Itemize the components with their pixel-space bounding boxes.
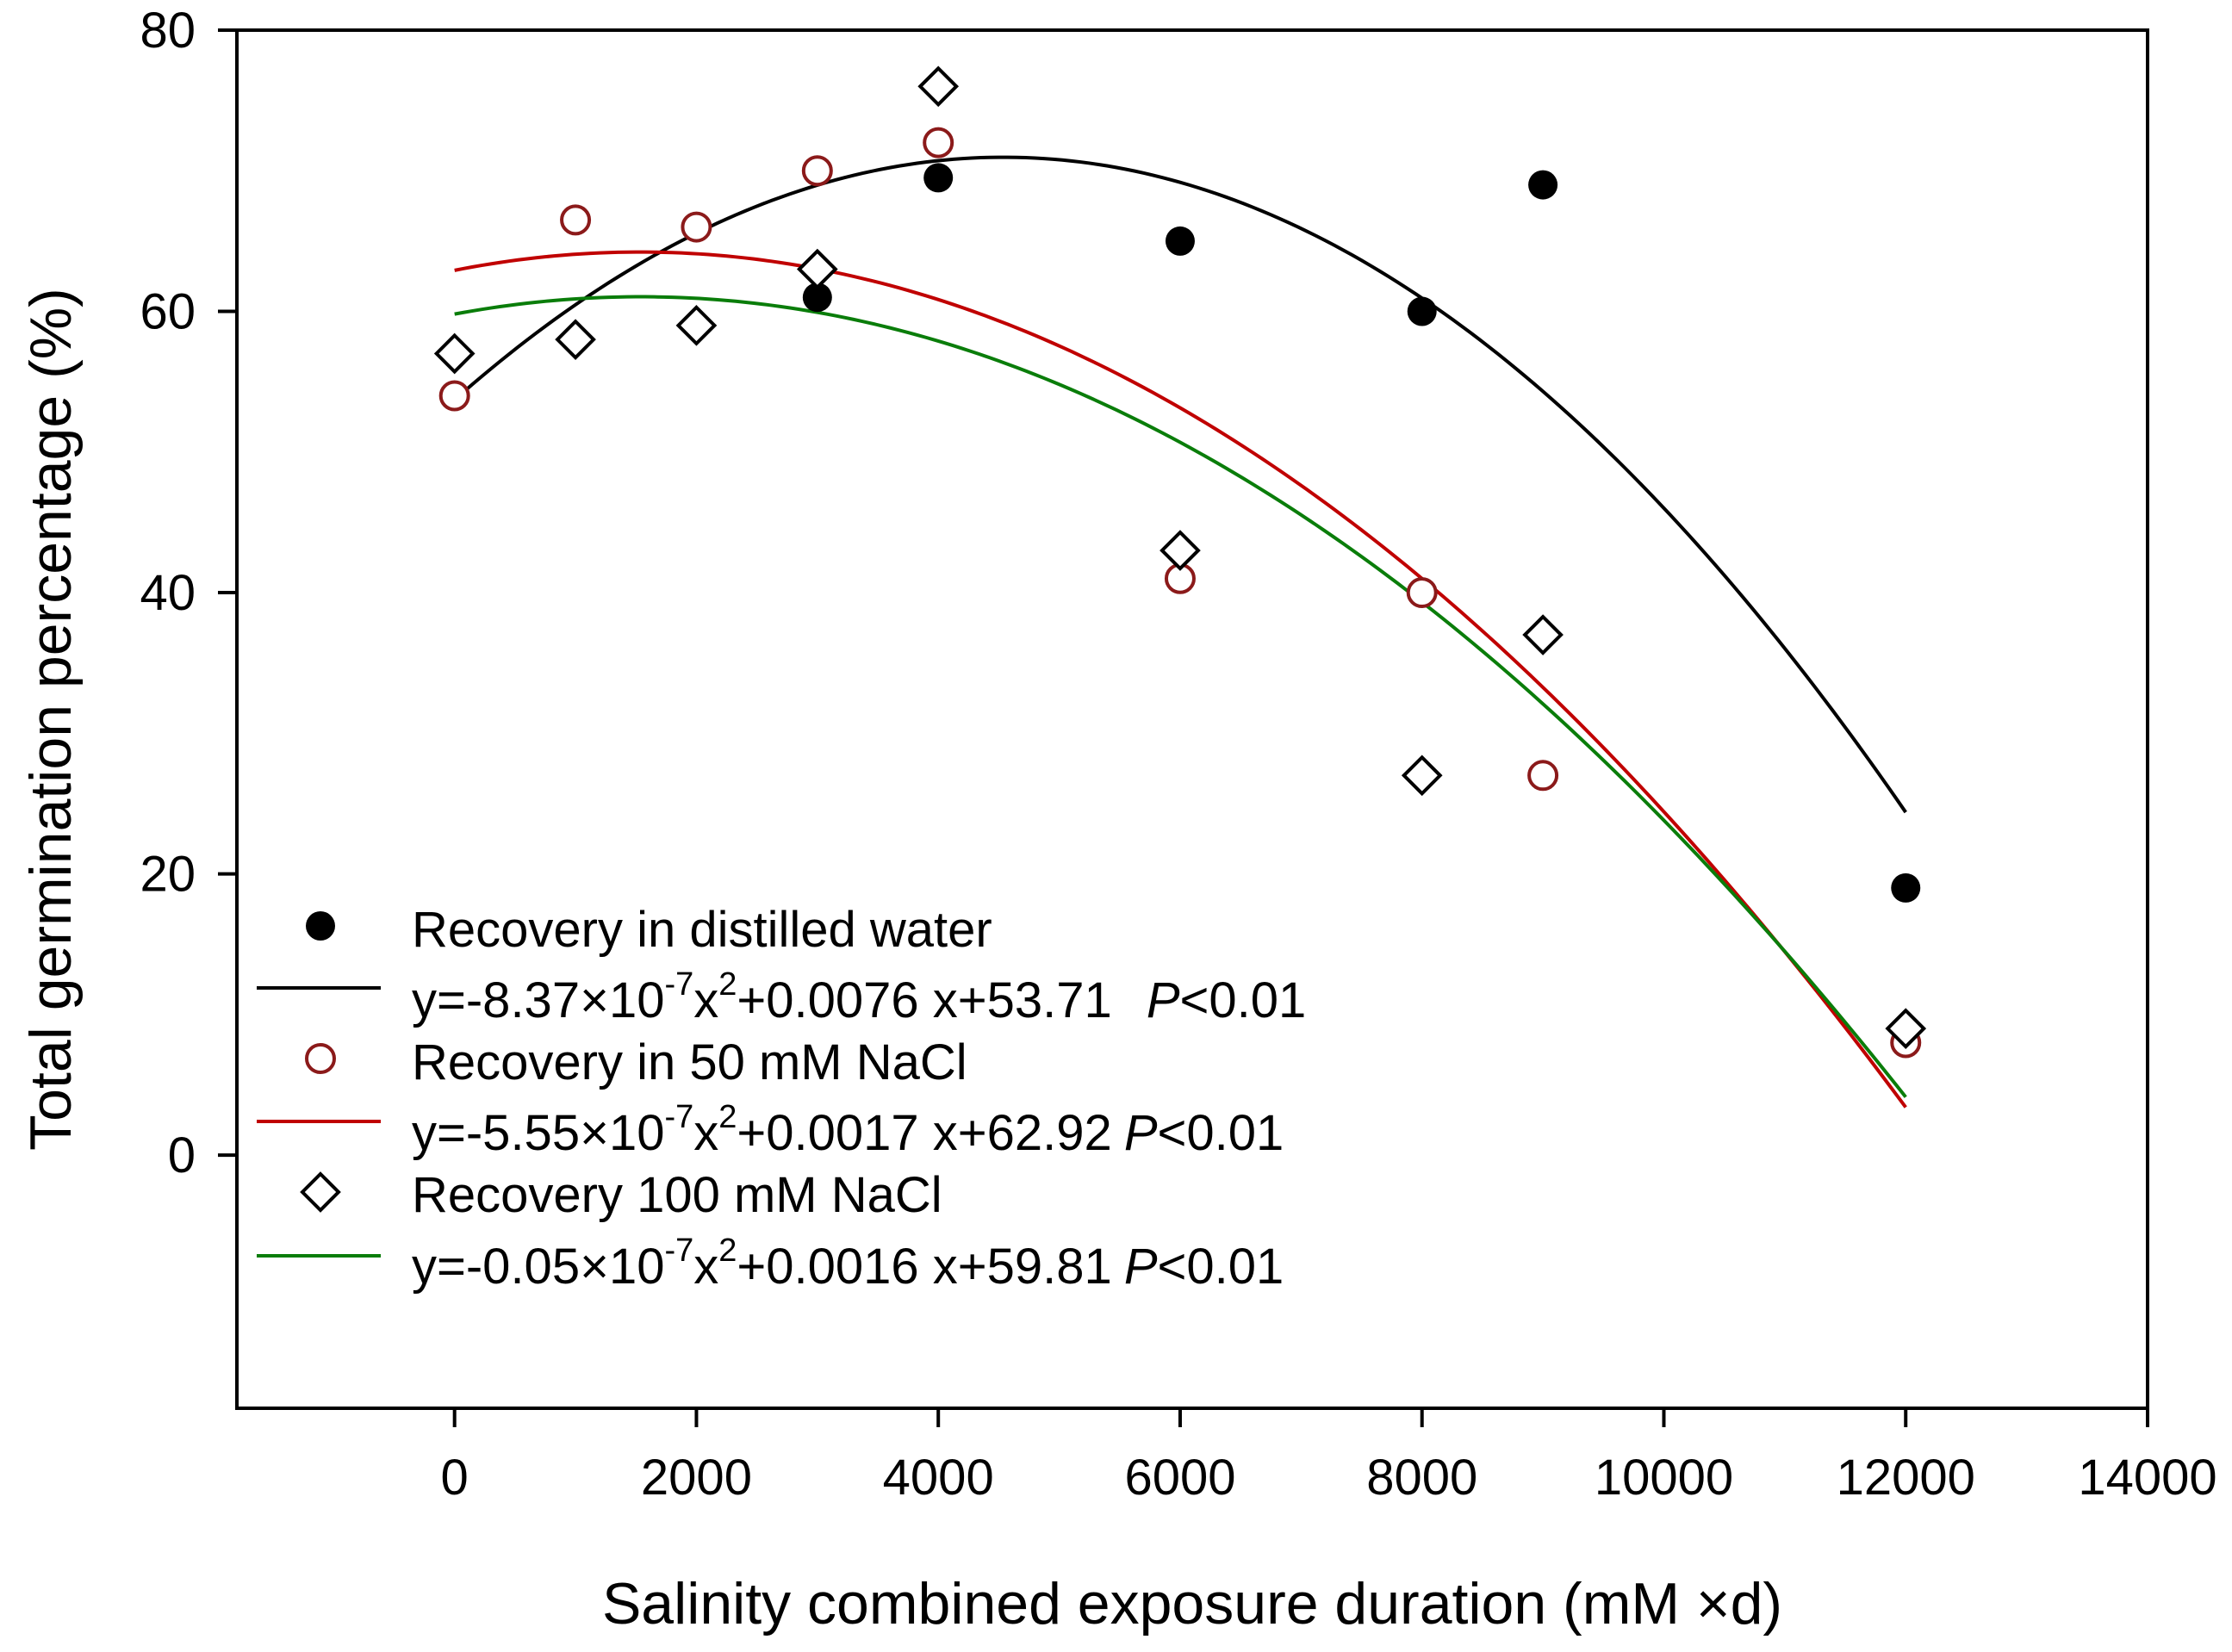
point-series-0 <box>1407 296 1437 326</box>
x-tick-label: 2000 <box>641 1450 752 1506</box>
legend-equation-fit-0: y=-8.37×10-7x2+0.0076 x+53.71 P<0.01 <box>412 966 1306 1028</box>
point-series-2 <box>1522 614 1564 655</box>
fit-line-2 <box>454 295 1907 1098</box>
point-series-0 <box>1891 873 1921 903</box>
data-points <box>433 65 1927 1059</box>
legend-label-50mM: Recovery in 50 mM NaCl <box>412 1034 967 1090</box>
point-series-2 <box>1160 530 1201 571</box>
y-axis: 0 20 40 60 80 <box>140 3 237 1183</box>
fit-lines <box>453 155 1907 1109</box>
legend-label-distilled-water: Recovery in distilled water <box>412 902 992 958</box>
point-series-0 <box>802 283 832 313</box>
x-axis-title: Salinity combined exposure duration (mM … <box>602 1571 1782 1636</box>
point-series-2 <box>1885 1008 1927 1050</box>
point-series-2 <box>433 332 476 375</box>
legend-equation-fit-2: y=-0.05×10-7x2+0.0016 x+59.81 P<0.01 <box>412 1233 1284 1295</box>
point-series-2 <box>917 65 960 108</box>
legend-equation-fit-1: y=-5.55×10-7x2+0.0017 x+62.92 P<0.01 <box>412 1099 1284 1161</box>
y-tick-label: 60 <box>140 284 196 340</box>
x-tick-label: 6000 <box>1124 1450 1235 1506</box>
point-series-1 <box>681 211 712 243</box>
x-tick-label: 0 <box>441 1450 469 1506</box>
y-tick-label: 40 <box>140 565 196 621</box>
x-tick-label: 10000 <box>1595 1450 1733 1506</box>
point-series-0 <box>1165 226 1195 256</box>
y-tick-label: 20 <box>140 847 196 903</box>
x-tick-label: 8000 <box>1366 1450 1477 1506</box>
point-series-1 <box>1406 577 1438 609</box>
x-tick-label: 14000 <box>2078 1450 2216 1506</box>
point-series-0 <box>923 163 954 193</box>
point-series-1 <box>801 155 833 187</box>
x-axis: 0 2000 4000 6000 8000 10000 12000 14000 <box>441 1408 2217 1506</box>
point-series-1 <box>438 380 470 412</box>
y-tick-label: 0 <box>168 1127 196 1183</box>
point-series-1 <box>560 204 592 236</box>
fit-line-1 <box>454 250 1907 1109</box>
point-series-2 <box>796 248 838 290</box>
y-tick-label: 80 <box>140 3 196 59</box>
legend-marker-distilled-water <box>306 911 335 941</box>
point-series-0 <box>1528 170 1558 200</box>
legend-marker-100mM <box>300 1171 341 1213</box>
point-series-1 <box>923 127 954 158</box>
y-axis-title: Total germination percentage (%) <box>18 288 84 1151</box>
x-tick-label: 4000 <box>883 1450 994 1506</box>
point-series-2 <box>555 319 596 361</box>
x-tick-label: 12000 <box>1837 1450 1975 1506</box>
legend-label-100mM: Recovery 100 mM NaCl <box>412 1167 942 1223</box>
point-series-2 <box>1401 755 1443 797</box>
point-series-1 <box>1527 760 1559 792</box>
point-series-2 <box>675 305 718 346</box>
plot-frame <box>235 28 2149 1410</box>
legend: Recovery in distilled water y=-8.37×10-7… <box>257 902 1306 1295</box>
legend-marker-50mM <box>305 1043 336 1074</box>
